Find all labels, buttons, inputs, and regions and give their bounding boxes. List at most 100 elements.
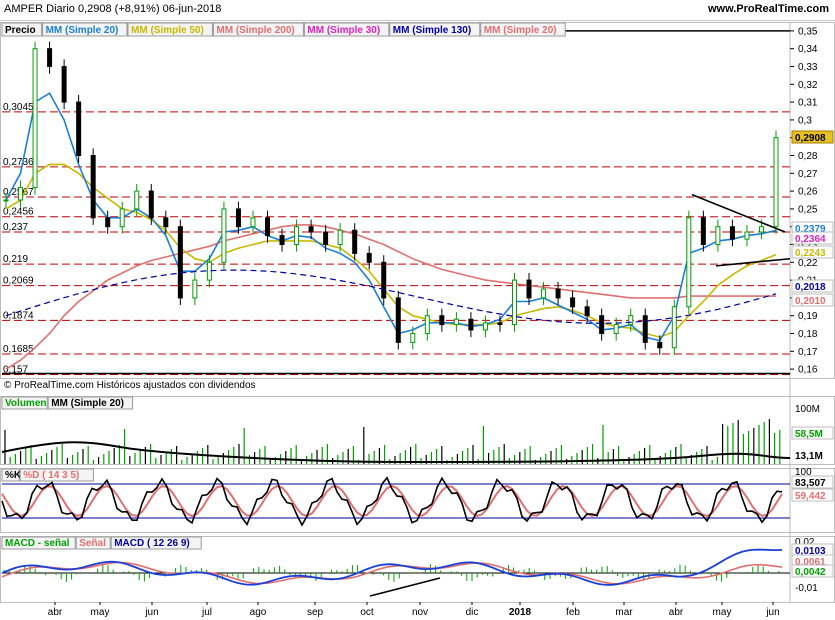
price-candle — [235, 208, 241, 228]
price-candle — [773, 137, 779, 228]
price-candle — [32, 48, 38, 189]
stoch-tick-label: 100 — [795, 467, 812, 478]
price-badge — [791, 293, 834, 307]
volume-sma-line — [1, 441, 791, 464]
price-candle — [628, 315, 634, 326]
price-candle — [163, 217, 169, 228]
price-candle — [410, 333, 416, 343]
legend-item: MM (Simple 200) — [216, 25, 294, 36]
stoch-legend: %D ( 14 3 5) — [23, 470, 79, 481]
stochastic-panel — [0, 468, 835, 533]
stoch-legend: %K — [5, 470, 22, 481]
price-candle — [497, 322, 503, 326]
price-badge — [791, 130, 834, 144]
x-tick-label: jul — [201, 607, 212, 618]
price-badge — [791, 245, 834, 259]
macd-legend: MACD - señal — [5, 538, 70, 549]
macd-line — [1, 548, 783, 586]
price-candle — [511, 279, 517, 326]
price-candle — [744, 231, 750, 240]
price-candle — [308, 226, 314, 233]
price-badge-text: 0,2010 — [795, 296, 826, 307]
macd-tick-label: 0,0061 — [795, 557, 826, 568]
price-candle — [119, 208, 125, 228]
level-label: 0,1685 — [3, 344, 34, 355]
y-tick-label: 0,17 — [798, 347, 818, 358]
price-candle — [76, 101, 82, 156]
price-candle — [177, 226, 183, 299]
macd-tick-label: 0,0103 — [795, 546, 826, 557]
y-tick-label: 0,22 — [798, 258, 818, 269]
stoch-legend-box — [1, 468, 20, 482]
macd-legend-box — [110, 536, 202, 550]
legend-item: MM (Simple 30) — [307, 25, 380, 36]
x-tick-label: may — [91, 607, 110, 618]
legend-item-box — [42, 22, 128, 37]
price-candle — [279, 235, 285, 246]
macd-legend-box — [75, 536, 111, 550]
y-tick-label: 0,3 — [798, 115, 812, 126]
x-tick-label: oct — [360, 607, 374, 618]
x-tick-label: dic — [466, 607, 479, 618]
volume-legend-box — [1, 396, 48, 410]
level-label: 0,219 — [3, 254, 28, 265]
volume-legend: MM (Simple 20) — [51, 398, 124, 409]
trendline-support — [715, 257, 791, 267]
stoch-k-line — [1, 476, 783, 527]
stoch-badge — [791, 488, 834, 502]
x-tick-label: feb — [566, 607, 580, 618]
price-candle — [642, 315, 648, 343]
macd-badge — [791, 564, 834, 578]
price-candle — [47, 48, 53, 67]
legend-item-box — [212, 22, 304, 37]
stoch-badge — [791, 475, 834, 489]
price-candle — [221, 208, 227, 263]
legend-item-box — [389, 22, 481, 37]
price-candle — [323, 231, 329, 245]
price-candle — [671, 306, 677, 349]
price-candle — [599, 315, 605, 335]
price-candle — [758, 226, 764, 233]
price-candle — [105, 217, 111, 228]
sma200-line — [5, 224, 776, 370]
legend-item-box — [303, 22, 390, 37]
stoch-d-line — [1, 484, 783, 518]
price-badge-text: 0,2018 — [795, 282, 826, 293]
price-candle — [90, 155, 96, 219]
macd-tick-label: 0,0042 — [795, 567, 826, 578]
sma130-line — [5, 269, 777, 324]
price-badge-text: 0,2908 — [795, 133, 826, 144]
price-candle — [366, 252, 372, 263]
y-tick-label: 0,34 — [798, 44, 818, 55]
copyright-note: © ProRealTime.com Históricos ajustados c… — [4, 380, 256, 391]
y-tick-label: 0,33 — [798, 62, 818, 73]
price-candle — [526, 279, 532, 299]
macd-tick-label: 0,02 — [795, 537, 815, 548]
y-tick-label: 0,19 — [798, 311, 818, 322]
y-tick-label: 0,26 — [798, 187, 818, 198]
site-link[interactable]: www.ProRealTime.com — [707, 3, 829, 15]
price-candle — [555, 288, 561, 299]
legend-item-box — [1, 22, 43, 37]
price-candle — [61, 66, 67, 103]
macd-legend: MACD ( 12 26 9) — [114, 538, 190, 549]
level-label: 0,2736 — [3, 157, 34, 168]
price-candle — [729, 226, 735, 240]
price-candle — [686, 217, 692, 308]
x-tick-label: mar — [615, 607, 633, 618]
y-tick-label: 0,28 — [798, 151, 818, 162]
y-tick-label: 0,18 — [798, 329, 818, 340]
price-candle — [134, 190, 140, 210]
volume-tick-label: 100M — [795, 404, 820, 415]
legend-item: MM (Simple 20) — [46, 25, 119, 36]
chart-title: AMPER Diario 0,2908 (+8,91%) 06-jun-2018 — [4, 3, 222, 15]
price-candle — [294, 226, 300, 245]
level-label: 0,1874 — [3, 310, 34, 321]
legend-item: MM (Simple 20) — [484, 25, 557, 36]
macd-trendline — [369, 577, 441, 597]
macd-tick-label: -0,01 — [795, 583, 818, 594]
legend-item: MM (Simple 50) — [131, 25, 204, 36]
x-tick-label: 2018 — [509, 607, 532, 618]
macd-legend: Señal — [79, 538, 106, 549]
